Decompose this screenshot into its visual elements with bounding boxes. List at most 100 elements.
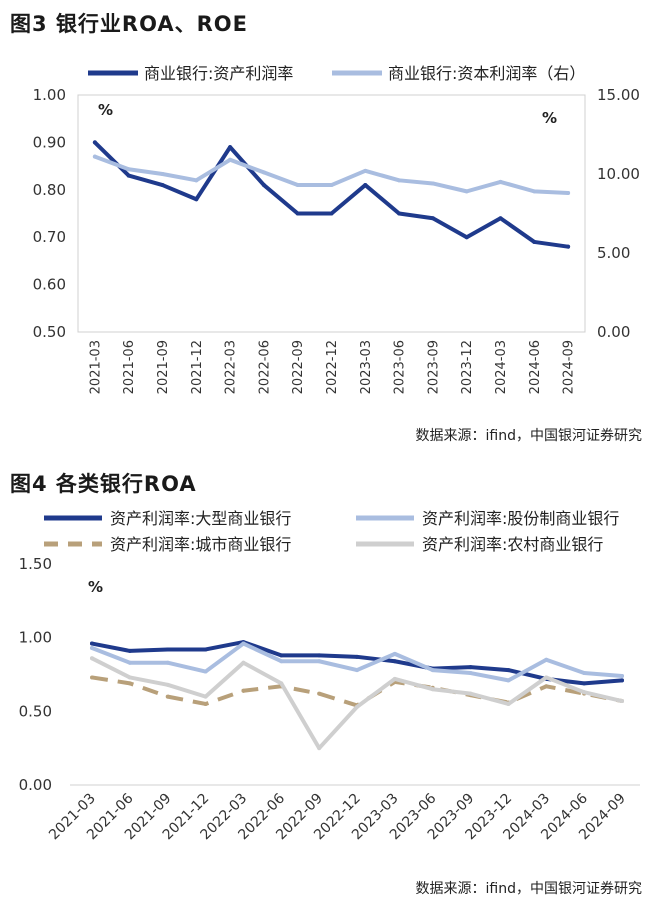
series-2-point xyxy=(203,669,208,674)
series-2-point xyxy=(506,678,511,683)
series-1-point xyxy=(165,647,170,652)
chart-bank-types-roa: 0.000.501.001.502021-032021-062021-09202… xyxy=(19,509,640,843)
series-2-point xyxy=(90,645,94,650)
series-2-point xyxy=(241,641,246,646)
series-3-point xyxy=(90,675,94,680)
series-2-point xyxy=(295,183,300,188)
left-axis-tick-label: 1.00 xyxy=(33,86,66,104)
x-axis-tick-label: 2021-06 xyxy=(122,340,137,394)
series-4-point xyxy=(430,687,435,692)
left-axis-tick-label: 0.70 xyxy=(33,228,66,246)
series-1-point xyxy=(363,183,368,188)
series-2-point xyxy=(92,154,97,159)
series-1-point xyxy=(92,140,97,145)
series-1-point xyxy=(506,668,511,673)
x-axis-tick-label: 2024-09 xyxy=(562,340,577,394)
series-1-point xyxy=(566,244,571,249)
series-3-point xyxy=(317,691,322,696)
series-1-point xyxy=(430,216,435,221)
series-4-point xyxy=(90,656,94,661)
series-2-point xyxy=(261,170,266,175)
series-4-point xyxy=(203,694,208,699)
series-1-point xyxy=(126,173,131,178)
series-3-point xyxy=(165,694,170,699)
series-4-point xyxy=(241,660,246,665)
series-2-point xyxy=(126,167,131,172)
series-3-point xyxy=(127,681,132,686)
series-4-point xyxy=(582,690,587,695)
series-2-point xyxy=(165,660,170,665)
series-1-point xyxy=(532,239,537,244)
series-2-point xyxy=(397,178,402,183)
series-1-point xyxy=(392,659,397,664)
figure-3-source: 数据来源：ifind，中国银河证券研究 xyxy=(415,428,642,444)
left-axis-tick-label: 0.80 xyxy=(33,181,66,199)
series-4-point xyxy=(317,746,322,751)
series-1-point xyxy=(279,653,284,658)
figure-3-title: 图3 银行业ROA、ROE xyxy=(10,12,249,36)
series-1-point xyxy=(194,197,199,202)
series-3-point xyxy=(241,688,246,693)
series-1-point xyxy=(468,665,473,670)
series-2-point xyxy=(544,657,549,662)
series-2-point xyxy=(430,181,435,186)
series-1-point xyxy=(464,235,469,240)
series-2-point xyxy=(392,651,397,656)
series-1-point xyxy=(582,681,587,686)
x-axis-tick-label: 2024-03 xyxy=(494,340,509,394)
x-axis-tick-label: 2023-12 xyxy=(460,340,475,394)
series-2-point xyxy=(355,668,359,673)
series-3-point xyxy=(203,701,208,706)
plot-frame xyxy=(77,94,586,333)
series-2-point xyxy=(317,659,322,664)
x-axis-tick-label: 2022-03 xyxy=(224,340,239,394)
series-2-point xyxy=(464,189,469,194)
series-4-point xyxy=(392,676,397,681)
legend-label-2: 商业银行:资本利润率（右） xyxy=(388,64,585,83)
series-2-point xyxy=(160,172,165,176)
y-axis-tick-label: 0.50 xyxy=(19,702,52,720)
x-axis-tick-label: 2024-06 xyxy=(528,340,543,394)
x-axis-tick-label: 2023-06 xyxy=(393,340,408,394)
x-axis-tick-label: 2022-09 xyxy=(291,340,306,394)
series-2-point xyxy=(468,671,473,676)
legend-label-1: 资产利润率:大型商业银行 xyxy=(110,509,291,528)
series-1-point xyxy=(127,648,132,653)
series-4-point xyxy=(506,701,511,706)
legend-label-3: 资产利润率:城市商业银行 xyxy=(110,535,291,554)
legend-label-2: 资产利润率:股份制商业银行 xyxy=(422,509,619,528)
chart-bank-roa-roe: 0.50 0.60 0.70 0.80 0.90 1.00 0.00 5.00 10.00 15.… xyxy=(33,64,640,394)
x-axis-tick-label: 2021-09 xyxy=(156,340,171,394)
right-axis-unit: % xyxy=(542,109,557,127)
x-axis-tick-label: 2023-03 xyxy=(359,340,374,394)
series-2-point xyxy=(582,671,587,676)
right-axis-tick-label: 15.00 xyxy=(597,86,640,104)
series-2-point xyxy=(279,659,284,664)
series-4-point xyxy=(279,681,284,686)
series-2-point xyxy=(194,178,199,183)
right-axis-tick-label: 10.00 xyxy=(597,165,640,183)
series-4-point xyxy=(127,675,132,680)
left-axis-tick-label: 0.50 xyxy=(33,323,66,341)
left-axis-unit: % xyxy=(98,101,113,119)
y-axis-tick-label: 1.00 xyxy=(19,629,52,647)
x-axis-tick-label: 2021-12 xyxy=(190,340,205,394)
series-1-point xyxy=(90,641,94,646)
x-axis-tick-label: 2021-03 xyxy=(88,340,103,394)
series-1-point xyxy=(295,211,300,216)
series-1-point xyxy=(317,653,322,658)
legend-label-4: 资产利润率:农村商业银行 xyxy=(422,535,603,554)
x-axis-tick-label: 2022-12 xyxy=(325,340,340,394)
series-2-point xyxy=(620,673,624,678)
series-2-point xyxy=(363,168,368,173)
series-2-point xyxy=(127,660,132,665)
series-1-point xyxy=(261,183,266,188)
series-4-point xyxy=(355,704,359,709)
figure-4-source: 数据来源：ifind，中国银河证券研究 xyxy=(415,881,642,897)
y-axis-unit: % xyxy=(88,578,103,596)
series-3-point xyxy=(544,684,549,689)
series-2-point xyxy=(329,183,334,188)
series-1-point xyxy=(228,145,233,150)
legend-label-1: 商业银行:资产利润率 xyxy=(144,64,293,83)
series-2-point xyxy=(498,179,503,184)
